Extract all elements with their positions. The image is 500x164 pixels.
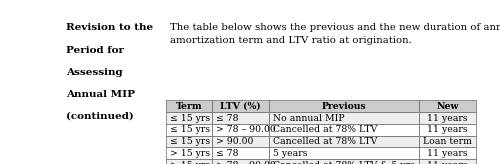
Bar (212, 112, 270, 124)
Bar (270, 124, 418, 136)
Bar (270, 101, 418, 112)
Text: 11 years: 11 years (427, 125, 468, 134)
Bar (212, 124, 270, 136)
Bar (212, 147, 270, 159)
Text: ≤ 15 yrs: ≤ 15 yrs (170, 114, 210, 123)
Text: 5 years: 5 years (274, 149, 308, 158)
Bar (418, 159, 476, 164)
Bar (166, 124, 212, 136)
Text: > 78 – 90.00: > 78 – 90.00 (216, 161, 276, 164)
Text: ≤ 15 yrs: ≤ 15 yrs (170, 125, 210, 134)
Bar (418, 112, 476, 124)
Text: Term: Term (176, 102, 203, 111)
Text: LTV (%): LTV (%) (220, 102, 261, 111)
Text: 11 years: 11 years (427, 114, 468, 123)
Text: (continued): (continued) (66, 112, 134, 121)
Bar (270, 147, 418, 159)
Bar (270, 136, 418, 147)
Text: Previous: Previous (322, 102, 366, 111)
Bar (270, 159, 418, 164)
Text: Cancelled at 78% LTV: Cancelled at 78% LTV (274, 125, 378, 134)
Text: Assessing: Assessing (66, 68, 122, 77)
Text: Revision to the: Revision to the (66, 23, 152, 32)
Bar (166, 101, 212, 112)
Text: Loan term: Loan term (423, 137, 472, 146)
Text: 11 years: 11 years (427, 161, 468, 164)
Text: New: New (436, 102, 458, 111)
Bar (270, 112, 418, 124)
Bar (418, 101, 476, 112)
Text: Cancelled at 78% LTV: Cancelled at 78% LTV (274, 137, 378, 146)
Bar (418, 124, 476, 136)
Bar (212, 159, 270, 164)
Text: Cancelled at 78% LTV & 5 yrs: Cancelled at 78% LTV & 5 yrs (274, 161, 415, 164)
Bar (212, 101, 270, 112)
Text: ≤ 78: ≤ 78 (216, 149, 238, 158)
Text: Period for: Period for (66, 46, 124, 55)
Text: > 15 yrs: > 15 yrs (170, 161, 210, 164)
Text: > 15 yrs: > 15 yrs (170, 149, 210, 158)
Bar (212, 136, 270, 147)
Bar (166, 112, 212, 124)
Text: 11 years: 11 years (427, 149, 468, 158)
Text: > 78 – 90.00: > 78 – 90.00 (216, 125, 276, 134)
Bar (418, 147, 476, 159)
Bar (166, 136, 212, 147)
Text: > 90.00: > 90.00 (216, 137, 254, 146)
Text: Annual MIP: Annual MIP (66, 90, 134, 99)
Text: ≤ 15 yrs: ≤ 15 yrs (170, 137, 210, 146)
Bar (166, 159, 212, 164)
Text: No annual MIP: No annual MIP (274, 114, 345, 123)
Text: ≤ 78: ≤ 78 (216, 114, 238, 123)
Bar (418, 136, 476, 147)
Bar (166, 147, 212, 159)
Text: The table below shows the previous and the new duration of annual MIP by
amortiz: The table below shows the previous and t… (170, 23, 500, 45)
